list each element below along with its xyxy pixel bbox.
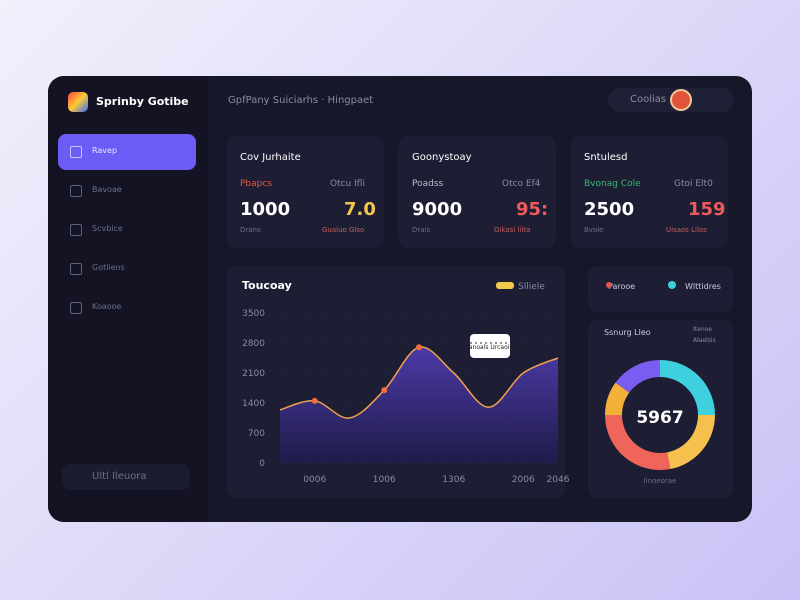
x-tick-label: 0006 <box>303 475 326 485</box>
y-tick-label: 0 <box>259 459 265 469</box>
donut-segment <box>615 360 660 393</box>
tab-icon <box>668 281 676 289</box>
card-right-label: Gtoi Elt0 <box>674 179 713 189</box>
nav-item[interactable]: Gotliens <box>92 263 125 272</box>
card-value: 2500 <box>584 199 635 220</box>
y-tick-label: 2800 <box>242 339 265 349</box>
nav-icon[interactable] <box>70 263 82 275</box>
nav-item[interactable]: Bavoae <box>92 185 122 194</box>
donut-footer: Iinoeorae <box>644 477 677 485</box>
legend-swatch <box>496 282 514 289</box>
point <box>311 397 318 404</box>
nav-icon[interactable] <box>70 302 82 314</box>
nav-item[interactable]: Ravep <box>92 146 118 155</box>
nav-icon[interactable] <box>70 185 82 197</box>
card-title: Cov Jurhaite <box>240 152 301 163</box>
card-secondary: 159 <box>688 199 726 220</box>
card-left-label: Bvonag Cole <box>584 179 641 189</box>
tabs-card <box>588 266 734 312</box>
card-value: 9000 <box>412 199 463 220</box>
nav-icon[interactable] <box>70 224 82 236</box>
x-tick-label: 2006 <box>512 475 535 485</box>
donut-legend: Itenoe <box>693 326 712 333</box>
tab-icon <box>606 282 612 288</box>
donut-center: 5967 <box>636 408 683 428</box>
card-right-label: Otco Ef4 <box>502 179 541 189</box>
donut-segment <box>660 360 715 415</box>
stat-card <box>570 136 728 248</box>
card-left-label: Pbapcs <box>240 179 273 189</box>
x-tick-label: 2046 <box>547 475 570 485</box>
card-right-note: Oikasi lilta <box>494 226 531 234</box>
stat-card <box>226 136 384 248</box>
x-tick-label: 1006 <box>373 475 396 485</box>
nav-item[interactable]: Koaooe <box>92 302 122 311</box>
x-tick-label: 1306 <box>442 475 465 485</box>
donut-title: Ssnurg Lleo <box>604 328 651 337</box>
card-secondary: 7.0 <box>344 199 376 220</box>
donut-legend: Alaelsis <box>693 337 716 344</box>
callout: Sanoals Urcaoits <box>465 344 515 351</box>
point <box>381 387 388 394</box>
avatar[interactable] <box>670 89 692 111</box>
card-title: Goonystoay <box>412 152 472 163</box>
area <box>280 346 558 463</box>
nav-item[interactable]: Scvbice <box>92 224 123 233</box>
sidebar-footer[interactable]: Ultl Ileuora <box>92 471 147 482</box>
tab[interactable]: Parooe <box>608 282 635 291</box>
donut-segment <box>667 415 715 470</box>
card-left-label: Poadss <box>412 179 444 189</box>
card-right-note: Guaiuo Glso <box>322 226 365 234</box>
legend-label: Slliele <box>518 282 545 292</box>
card-left-note: Drans <box>240 226 261 234</box>
brand: Sprinby Gotibe <box>96 95 189 108</box>
card-value: 1000 <box>240 199 291 220</box>
donut-segment <box>605 382 630 415</box>
card-right-note: Uisaos Lilos <box>666 226 707 234</box>
tab[interactable]: Wlttidres <box>685 282 721 291</box>
user-name[interactable]: Coolias <box>630 94 667 105</box>
y-tick-label: 2100 <box>242 369 265 379</box>
card-secondary: 95: <box>516 199 549 220</box>
header-title: GpfPany Suiciarhs · Hingpaet <box>228 95 374 106</box>
y-tick-label: 700 <box>248 429 265 439</box>
point <box>416 344 422 351</box>
chart-title: Toucoay <box>242 279 292 292</box>
card-left-note: Drais <box>412 226 431 234</box>
y-tick-label: 1400 <box>242 399 265 409</box>
stat-card <box>398 136 556 248</box>
card-title: Sntulesd <box>584 152 628 163</box>
nav-icon[interactable] <box>70 146 82 158</box>
sidebar-footer-box[interactable] <box>62 464 190 490</box>
y-tick-label: 3500 <box>242 309 265 319</box>
card-left-note: Bvole <box>584 226 604 234</box>
donut-segment <box>605 415 671 470</box>
card-right-label: Otcu Ifli <box>330 179 365 189</box>
callout-box <box>470 334 510 358</box>
logo <box>68 92 88 112</box>
